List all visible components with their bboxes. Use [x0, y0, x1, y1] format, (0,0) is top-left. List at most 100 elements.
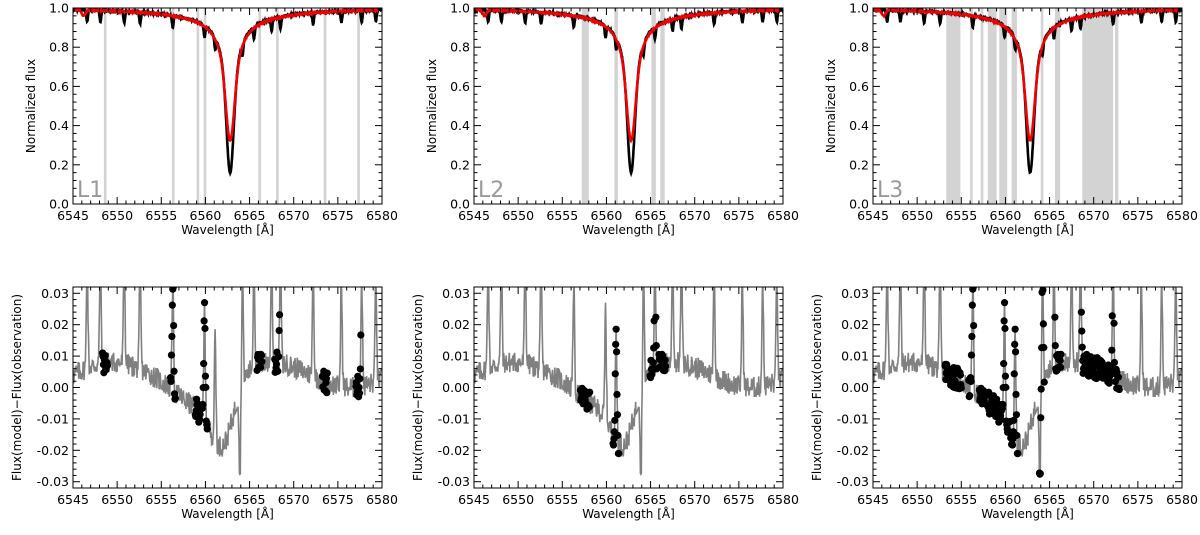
- fit-point: [275, 352, 283, 361]
- fit-point: [355, 389, 364, 397]
- fit-point: [275, 311, 284, 319]
- x-axis-label: Wavelength [Å]: [582, 506, 675, 521]
- fit-point: [612, 348, 621, 356]
- fit-point: [257, 351, 266, 360]
- masked-region: [581, 8, 589, 204]
- masked-region: [103, 8, 107, 204]
- y-axis-label: Flux(model)−Flux(observation): [411, 294, 425, 481]
- masked-region: [660, 8, 665, 204]
- fit-point: [1037, 385, 1045, 393]
- fit-point: [1014, 449, 1022, 458]
- fit-point: [1000, 299, 1009, 307]
- y-tick-label: 0.00: [841, 380, 869, 395]
- fit-point: [203, 425, 211, 433]
- x-tick-label: 6570: [278, 492, 310, 507]
- y-tick-label: 1.0: [849, 1, 869, 16]
- y-axis-label: Normalized flux: [425, 59, 439, 153]
- plot-area: [73, 287, 382, 476]
- x-tick-label: 6580: [1166, 492, 1198, 507]
- y-tick-label: 1.0: [49, 1, 69, 16]
- fit-point: [170, 321, 178, 330]
- x-tick-label: 6550: [101, 208, 133, 223]
- y-tick-label: 0.2: [849, 157, 869, 172]
- fit-point: [1037, 414, 1045, 422]
- fit-point: [275, 326, 283, 335]
- y-tick-label: 0.02: [442, 317, 470, 332]
- panel-L1-residuals: 6545 6550 6555 6560 6565 6570 6575 6580 -0.03 -0.…: [10, 286, 398, 521]
- x-axis-label: Wavelength [Å]: [181, 222, 274, 237]
- fit-point: [272, 360, 281, 368]
- panel-L3-flux: 6545 6550 6555 6560 6565 6570 6575 6580 0.0 0.2 0.…: [824, 1, 1198, 238]
- fit-point: [1115, 385, 1123, 394]
- masked-region: [258, 8, 262, 204]
- y-tick-label: 0.4: [849, 118, 869, 133]
- y-tick-label: 0.03: [841, 286, 869, 301]
- fit-point: [1039, 268, 1046, 275]
- y-tick-label: -0.01: [438, 411, 470, 426]
- fit-point: [1110, 358, 1119, 367]
- fit-point: [274, 367, 282, 375]
- fit-point: [1039, 320, 1047, 328]
- y-tick-label: 0.00: [41, 380, 69, 395]
- masked-region: [651, 8, 656, 204]
- x-tick-label: 6570: [679, 492, 711, 507]
- y-tick-label: 0.01: [442, 349, 470, 364]
- fit-point: [1011, 325, 1019, 333]
- masked-region: [323, 8, 327, 204]
- fit-point: [1036, 470, 1044, 478]
- fit-point: [614, 431, 622, 440]
- y-tick-label: -0.02: [37, 443, 69, 458]
- fit-point: [1105, 379, 1113, 387]
- y-tick-label: 0.0: [49, 197, 69, 212]
- y-tick-label: 0.01: [841, 349, 869, 364]
- x-tick-label: 6560: [190, 208, 222, 223]
- fit-point: [609, 441, 618, 449]
- y-tick-label: 0.0: [450, 197, 470, 212]
- fit-point: [1012, 411, 1021, 419]
- x-tick-label: 6555: [546, 492, 578, 507]
- x-tick-label: 6565: [1034, 208, 1066, 223]
- x-tick-label: 6550: [502, 208, 534, 223]
- masked-region: [203, 8, 207, 204]
- fit-point: [356, 375, 364, 383]
- y-tick-label: 0.03: [41, 286, 69, 301]
- fit-point: [323, 389, 331, 397]
- y-axis-label: Flux(model)−Flux(observation): [810, 294, 824, 481]
- fit-point: [1008, 441, 1017, 449]
- series-residual: [73, 287, 382, 476]
- fit-point: [968, 301, 976, 309]
- fit-point: [199, 400, 207, 409]
- panel-label: L2: [478, 178, 504, 203]
- fit-point: [1040, 343, 1048, 352]
- y-tick-label: -0.01: [37, 411, 69, 426]
- y-tick-label: -0.03: [37, 474, 69, 489]
- fit-point: [661, 356, 669, 364]
- fit-point: [585, 403, 593, 411]
- y-tick-label: -0.03: [438, 474, 470, 489]
- fit-point: [1110, 319, 1118, 327]
- x-tick-label: 6545: [57, 492, 89, 507]
- plot-area: [873, 268, 1182, 478]
- y-tick-label: 0.4: [450, 118, 470, 133]
- x-axis-label: Wavelength [Å]: [981, 506, 1074, 521]
- fit-point: [1010, 370, 1018, 378]
- series-model: [873, 8, 1179, 142]
- series-residual: [873, 287, 1182, 476]
- y-tick-label: 0.4: [49, 118, 69, 133]
- fit-point: [1012, 390, 1020, 399]
- y-tick-label: 0.6: [849, 79, 869, 94]
- fit-point: [967, 377, 975, 386]
- series-observation: [73, 8, 382, 177]
- x-tick-label: 6570: [1078, 208, 1110, 223]
- fit-point: [200, 360, 208, 368]
- fit-point: [1011, 348, 1020, 356]
- fit-point: [956, 371, 965, 379]
- y-tick-label: 1.0: [450, 1, 470, 16]
- fit-point: [1077, 308, 1085, 316]
- y-tick-label: 0.8: [49, 40, 69, 55]
- panel-L2-flux: 6545 6550 6555 6560 6565 6570 6575 6580 0.0 0.2 0.…: [425, 1, 799, 238]
- x-tick-label: 6550: [901, 492, 933, 507]
- x-axis-label: Wavelength [Å]: [181, 506, 274, 521]
- x-axis-label: Wavelength [Å]: [582, 222, 675, 237]
- fit-point: [1051, 276, 1058, 283]
